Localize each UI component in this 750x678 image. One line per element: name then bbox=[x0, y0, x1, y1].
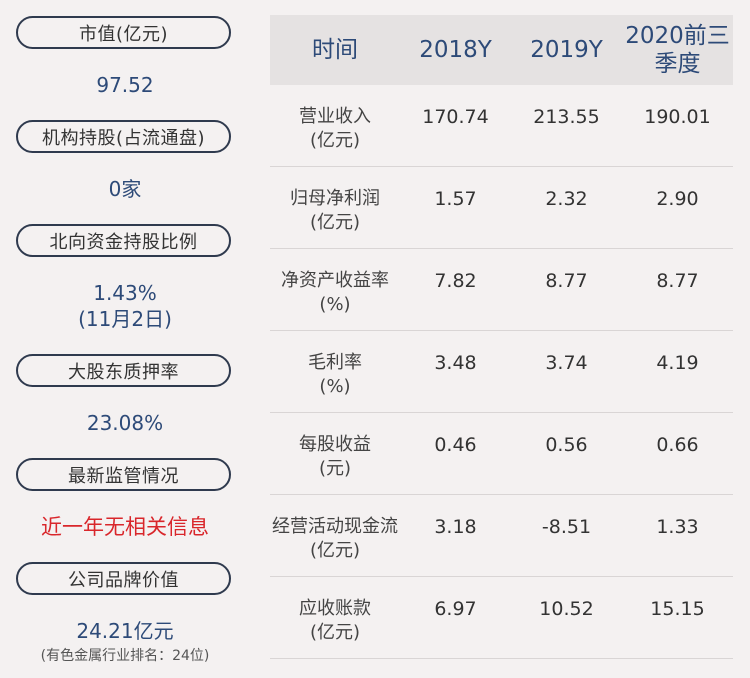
row-label-name: 经营活动现金流 bbox=[272, 516, 398, 537]
pledge-rate-label: 大股东质押率 bbox=[16, 354, 231, 387]
table-cell: 10.52 bbox=[539, 598, 594, 620]
northbound-ratio-label: 北向资金持股比例 bbox=[16, 224, 231, 257]
row-label-unit: (%) bbox=[319, 376, 351, 397]
table-cell: 1.57 bbox=[434, 188, 477, 210]
table-cell: 3.18 bbox=[434, 516, 477, 538]
market-cap-label: 市值(亿元) bbox=[16, 16, 231, 49]
row-label: 应收账款 (亿元) bbox=[270, 597, 400, 645]
table-row: 每股收益 (元) 0.46 0.56 0.66 bbox=[270, 413, 733, 495]
regulatory-status-label: 最新监管情况 bbox=[16, 458, 231, 491]
table-header: 时间 2018Y 2019Y 2020前三季度 bbox=[270, 15, 733, 85]
table-row: 净资产收益率 (%) 7.82 8.77 8.77 bbox=[270, 249, 733, 331]
table-row: 应收账款 (亿元) 6.97 10.52 15.15 bbox=[270, 577, 733, 659]
table-cell: 2.90 bbox=[656, 188, 699, 210]
left-panel: 市值(亿元) 97.52 机构持股(占流通盘) 0家 北向资金持股比例 1.43… bbox=[0, 0, 250, 678]
row-label-unit: (亿元) bbox=[309, 540, 361, 561]
market-cap-value: 97.52 bbox=[96, 73, 154, 97]
row-label: 净资产收益率 (%) bbox=[270, 269, 400, 317]
institutional-holding-value: 0家 bbox=[108, 177, 142, 201]
row-label: 归母净利润 (亿元) bbox=[270, 187, 400, 235]
row-label-name: 毛利率 bbox=[308, 352, 362, 373]
table-cell: 0.46 bbox=[434, 434, 477, 456]
institutional-holding-label: 机构持股(占流通盘) bbox=[16, 120, 231, 153]
brand-rank-note: (有色金属行业排名：24位) bbox=[40, 648, 210, 664]
table-cell: -8.51 bbox=[541, 516, 592, 538]
row-label-unit: (元) bbox=[318, 458, 352, 479]
row-label-name: 净资产收益率 bbox=[281, 270, 389, 291]
row-label-name: 归母净利润 bbox=[290, 188, 380, 209]
table-cell: 8.77 bbox=[656, 270, 699, 292]
header-2018: 2018Y bbox=[419, 37, 492, 63]
table-cell: 170.74 bbox=[422, 106, 489, 128]
brand-value-value: 24.21亿元 bbox=[76, 619, 174, 643]
row-label-unit: (亿元) bbox=[309, 130, 361, 151]
table-cell: 1.33 bbox=[656, 516, 699, 538]
table-row: 营业收入 (亿元) 170.74 213.55 190.01 bbox=[270, 85, 733, 167]
header-time: 时间 bbox=[312, 37, 358, 63]
table-cell: 213.55 bbox=[533, 106, 600, 128]
table-cell: 6.97 bbox=[434, 598, 477, 620]
table-cell: 190.01 bbox=[644, 106, 711, 128]
financial-table: 时间 2018Y 2019Y 2020前三季度 营业收入 (亿元) 170.74 … bbox=[270, 15, 733, 659]
row-label-unit: (%) bbox=[319, 294, 351, 315]
table-cell: 2.32 bbox=[545, 188, 588, 210]
table-cell: 7.82 bbox=[434, 270, 477, 292]
row-label: 每股收益 (元) bbox=[270, 433, 400, 481]
table-cell: 0.66 bbox=[656, 434, 699, 456]
table-row: 毛利率 (%) 3.48 3.74 4.19 bbox=[270, 331, 733, 413]
brand-value-label: 公司品牌价值 bbox=[16, 562, 231, 595]
regulatory-status-value: 近一年无相关信息 bbox=[41, 515, 209, 539]
row-label-name: 应收账款 bbox=[299, 598, 371, 619]
northbound-ratio-date: (11月2日) bbox=[78, 307, 172, 331]
header-2019: 2019Y bbox=[530, 37, 603, 63]
header-2020q3: 2020前三季度 bbox=[625, 23, 730, 77]
row-label-name: 营业收入 bbox=[299, 106, 371, 127]
row-label: 营业收入 (亿元) bbox=[270, 105, 400, 153]
table-cell: 8.77 bbox=[545, 270, 588, 292]
row-label: 经营活动现金流 (亿元) bbox=[270, 515, 400, 563]
row-label-unit: (亿元) bbox=[309, 622, 361, 643]
table-row: 归母净利润 (亿元) 1.57 2.32 2.90 bbox=[270, 167, 733, 249]
pledge-rate-value: 23.08% bbox=[86, 411, 164, 435]
table-cell: 15.15 bbox=[650, 598, 705, 620]
row-label-name: 每股收益 bbox=[299, 434, 371, 455]
table-cell: 3.48 bbox=[434, 352, 477, 374]
table-cell: 4.19 bbox=[656, 352, 699, 374]
northbound-ratio-value: 1.43% bbox=[93, 281, 157, 305]
row-label: 毛利率 (%) bbox=[270, 351, 400, 399]
table-row: 经营活动现金流 (亿元) 3.18 -8.51 1.33 bbox=[270, 495, 733, 577]
table-cell: 0.56 bbox=[545, 434, 588, 456]
table-cell: 3.74 bbox=[545, 352, 588, 374]
row-label-unit: (亿元) bbox=[309, 212, 361, 233]
